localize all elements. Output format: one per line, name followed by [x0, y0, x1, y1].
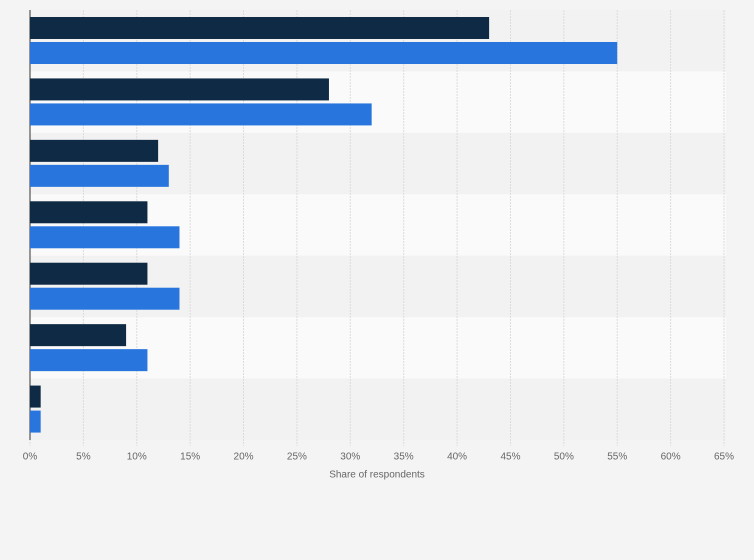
bar: [30, 164, 169, 187]
x-tick-label: 40%: [447, 452, 467, 463]
x-tick-label: 45%: [500, 452, 520, 463]
x-tick-label: 10%: [127, 452, 147, 463]
bar: [30, 139, 159, 162]
bar: [30, 78, 329, 101]
bar: [30, 17, 490, 39]
row-band: [30, 378, 726, 440]
x-tick-label: 60%: [661, 452, 681, 463]
bar: [30, 226, 180, 249]
x-tick-label: 65%: [714, 452, 734, 463]
bar: [30, 410, 41, 433]
bar: [30, 349, 148, 372]
x-tick-label: 15%: [180, 452, 200, 463]
bar: [30, 42, 618, 64]
x-tick-label: 25%: [287, 452, 307, 463]
x-tick-label: 55%: [607, 452, 627, 463]
bar: [30, 103, 372, 126]
x-tick-label: 5%: [76, 452, 91, 463]
bar: [30, 287, 180, 310]
bar: [30, 324, 127, 347]
x-tick-label: 0%: [23, 452, 38, 463]
bar: [30, 385, 41, 408]
x-axis-title: Share of respondents: [329, 470, 425, 481]
x-tick-label: 35%: [394, 452, 414, 463]
x-tick-label: 30%: [340, 452, 360, 463]
x-tick-label: 50%: [554, 452, 574, 463]
x-tick-label: 20%: [234, 452, 254, 463]
bar: [30, 262, 148, 285]
bar: [30, 201, 148, 224]
